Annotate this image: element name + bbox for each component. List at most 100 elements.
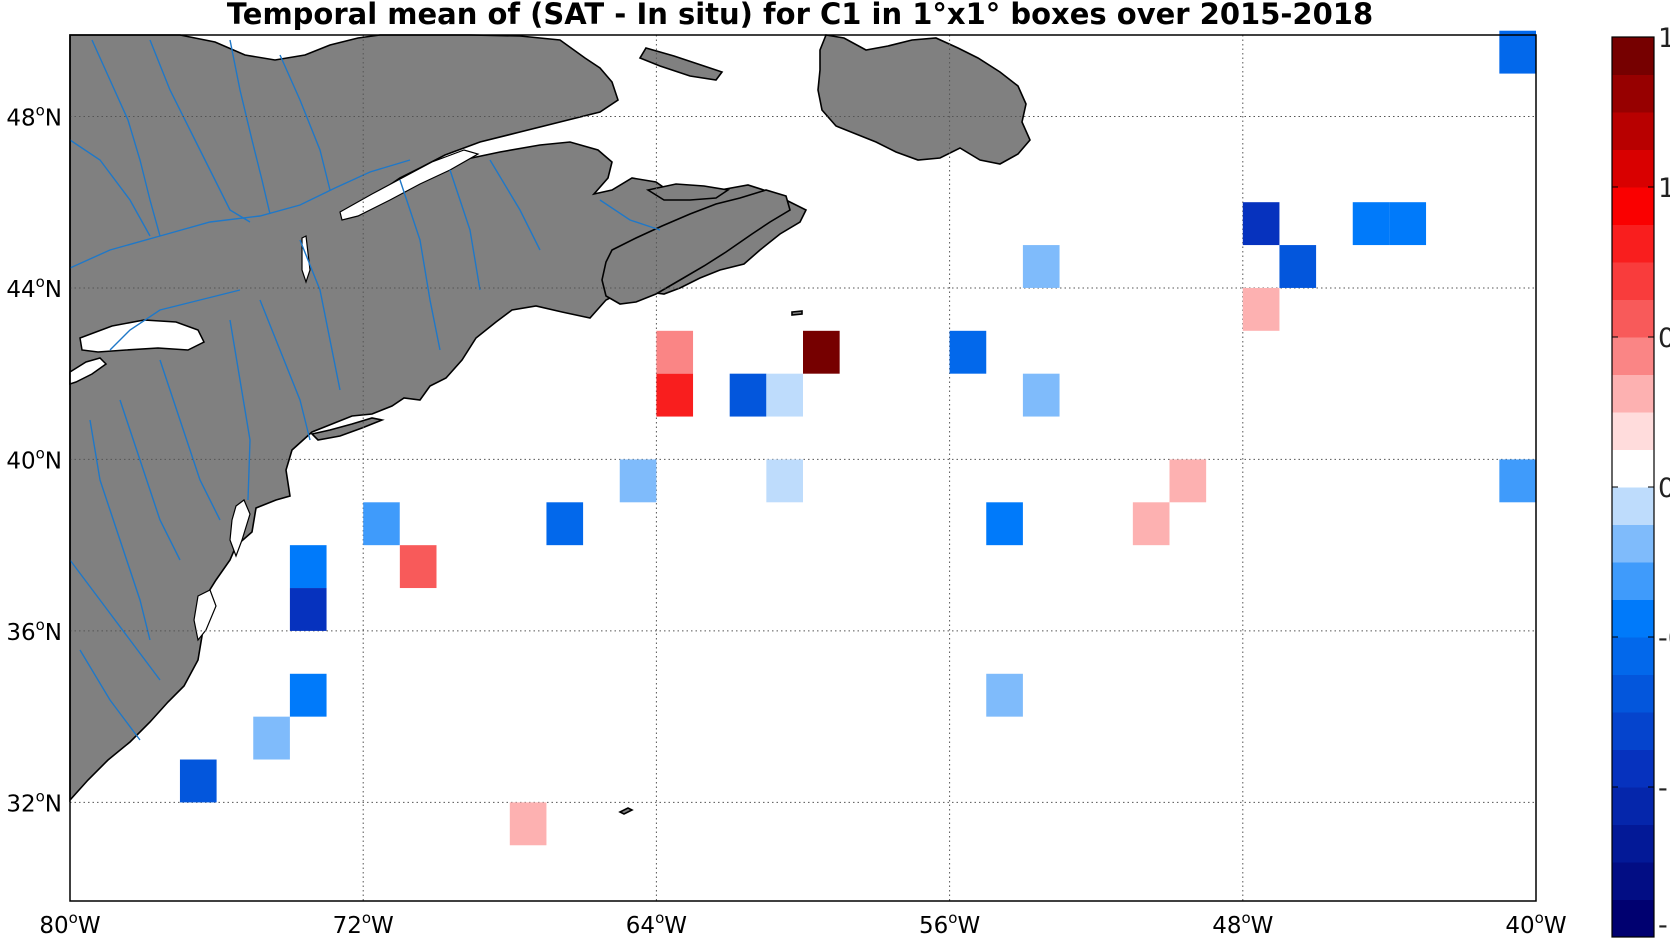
- data-cell: [986, 673, 1023, 717]
- colorbar-segment: [1612, 712, 1654, 750]
- data-cell: [289, 673, 327, 717]
- river-line: [279, 54, 331, 191]
- river-line: [119, 399, 181, 561]
- lat-tick-label: 44oN: [6, 273, 62, 303]
- river-line: [149, 39, 251, 223]
- river-line: [259, 299, 311, 441]
- river-line: [229, 39, 271, 215]
- lon-tick-label: 80oW: [39, 909, 100, 938]
- data-cell: [656, 330, 694, 374]
- lat-tick-label: 36oN: [6, 616, 62, 646]
- river-line: [89, 419, 151, 641]
- colorbar-segment: [1612, 149, 1654, 188]
- colorbar-segment: [1612, 262, 1654, 300]
- colorbar-segment: [1612, 562, 1654, 600]
- map-frame: [69, 34, 1537, 902]
- colorbar-segment: [1612, 862, 1654, 900]
- map-plot-area: [69, 30, 1537, 902]
- data-cell: [399, 545, 437, 589]
- data-cell: [803, 330, 840, 374]
- colorbar-segment: [1612, 412, 1654, 450]
- data-cell: [179, 759, 217, 803]
- data-cell: [289, 545, 327, 589]
- colorbar-tick-label: -1: [1658, 773, 1670, 804]
- lake-champlain: [301, 235, 311, 284]
- data-cell: [1242, 287, 1280, 331]
- river-line: [449, 169, 481, 291]
- lat-tick-label: 40oN: [6, 444, 62, 474]
- river-line: [159, 359, 221, 521]
- colorbar-segment: [1612, 187, 1654, 225]
- river-line: [109, 289, 241, 351]
- colorbar-segment: [1612, 787, 1654, 825]
- data-cell: [1499, 459, 1536, 503]
- colorbar-segment: [1612, 37, 1654, 75]
- lon-tick-label: 56oW: [919, 909, 980, 938]
- colorbar-tick-label: 1: [1658, 173, 1670, 204]
- river-line: [299, 239, 341, 391]
- river-line: [69, 139, 151, 237]
- lake-ontario: [79, 319, 206, 353]
- colorbar-segment: [1612, 674, 1654, 713]
- river-line: [91, 39, 161, 237]
- land-bermuda: [618, 807, 634, 815]
- land-long-island: [310, 417, 385, 441]
- longitude-axis: 80oW 72oW 64oW 56oW 48oW 40oW: [39, 909, 1566, 938]
- data-cell: [289, 588, 327, 631]
- colorbar-tick-label: -1.5: [1658, 910, 1670, 938]
- data-cell: [363, 502, 400, 546]
- river-line: [489, 159, 541, 251]
- chesapeake-bay: [229, 499, 251, 558]
- colorbar-segment: [1612, 337, 1654, 375]
- chart-title: Temporal mean of (SAT - In situ) for C1 …: [227, 0, 1373, 31]
- lat-tick-label: 32oN: [6, 787, 62, 817]
- colorbar-tick-label: 0.5: [1658, 323, 1670, 354]
- pamlico-sound: [193, 589, 217, 642]
- st-lawrence-estuary: [339, 149, 480, 221]
- colorbar-segment: [1612, 899, 1654, 938]
- colorbar-segment: [1612, 487, 1654, 525]
- data-cell: [766, 459, 803, 503]
- river-line: [399, 179, 441, 351]
- data-cell: [1132, 502, 1170, 546]
- lon-tick-label: 40oW: [1505, 909, 1566, 938]
- land-pei: [645, 183, 731, 201]
- data-cell: [253, 716, 290, 760]
- lake-erie: [69, 357, 108, 386]
- colorbar-segment: [1612, 112, 1654, 150]
- data-cell: [1022, 245, 1060, 288]
- river-line: [229, 319, 251, 501]
- data-cell: [949, 330, 987, 374]
- data-cell: [289, 845, 327, 889]
- data-cell: [1242, 202, 1280, 246]
- colorbar-segment: [1612, 749, 1654, 788]
- latitude-axis: 32oN 36oN 40oN 44oN 48oN: [6, 101, 62, 817]
- colorbar-segment: [1612, 449, 1654, 488]
- data-cell: [546, 502, 584, 546]
- river-line: [69, 559, 161, 681]
- lon-tick-label: 72oW: [333, 909, 394, 938]
- river-line: [599, 199, 661, 231]
- colorbar-segment: [1612, 824, 1654, 863]
- colorbar-segment: [1612, 637, 1654, 675]
- colorbar-tick-label: -0.5: [1658, 623, 1670, 654]
- lon-tick-label: 64oW: [626, 909, 687, 938]
- land-mainland: [69, 34, 808, 803]
- data-cell: [1169, 459, 1207, 503]
- river-line: [79, 649, 141, 741]
- data-cell: [1499, 30, 1536, 74]
- colorbar-segment: [1612, 524, 1654, 563]
- data-cell: [1352, 202, 1390, 246]
- data-cell: [729, 373, 767, 417]
- data-cell: [1389, 202, 1427, 246]
- colorbar-segment: [1612, 224, 1654, 263]
- colorbar-tick-label: 1.5: [1658, 23, 1670, 54]
- land-sable-island: [791, 310, 803, 316]
- land-nova-scotia: [601, 189, 791, 305]
- colorbar-segment: [1612, 599, 1654, 638]
- data-cell: [1279, 245, 1317, 288]
- colorbar: [1611, 36, 1655, 938]
- colorbar-segment: [1612, 299, 1654, 338]
- colorbar-segment: [1612, 374, 1654, 413]
